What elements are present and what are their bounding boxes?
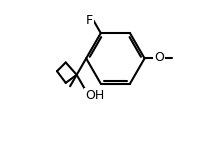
Text: OH: OH <box>85 89 104 102</box>
Text: O: O <box>154 51 163 64</box>
Text: F: F <box>85 14 92 27</box>
